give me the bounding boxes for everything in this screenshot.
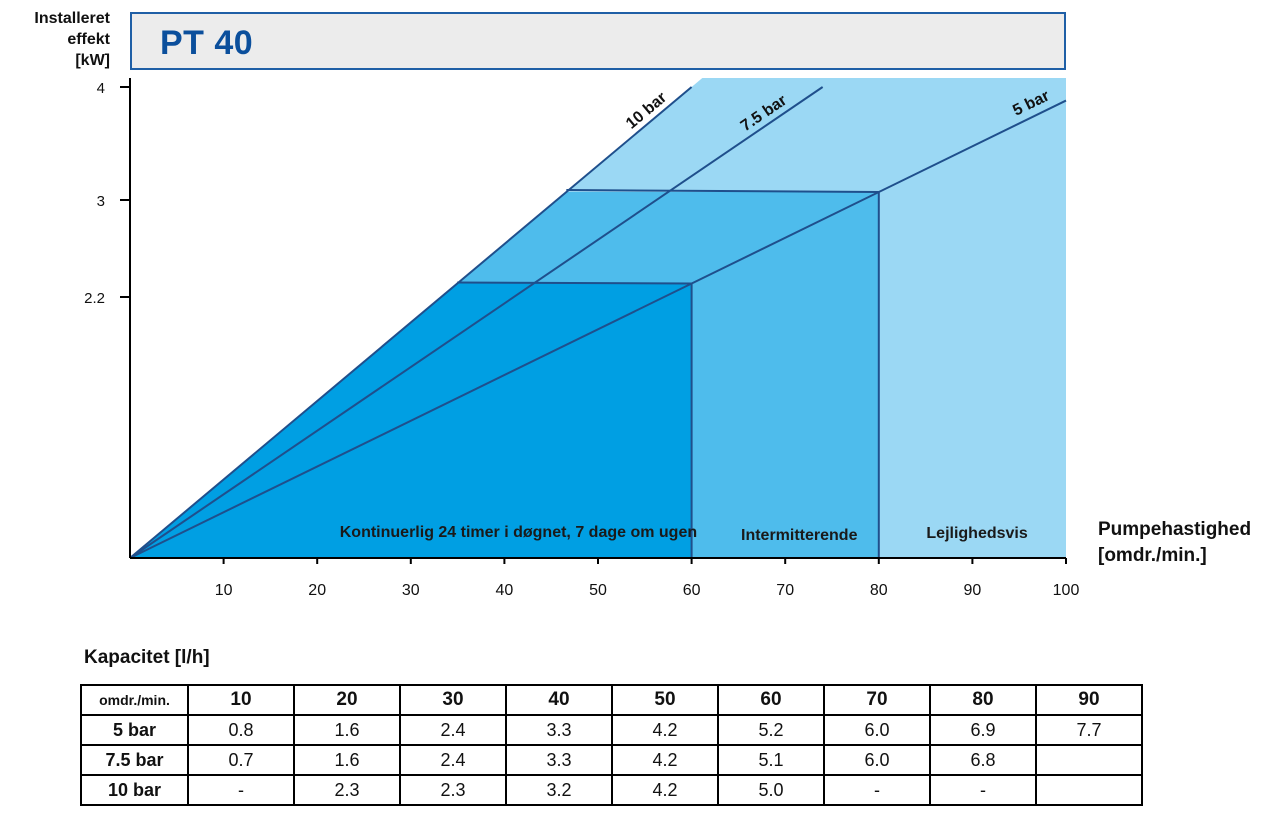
table-cell: 6.0 [823, 744, 931, 776]
table-cell: 2.3 [399, 774, 507, 806]
region-label-intermittent: Intermitterende [741, 527, 858, 544]
intermittent-top-edge [566, 189, 879, 194]
table-cell: 6.8 [929, 744, 1037, 776]
table-cell: 1.6 [293, 744, 401, 776]
y-axis-title-line-1: Installeret [34, 10, 110, 27]
table-caption: Kapacitet [l/h] [84, 647, 210, 668]
x-tick-label: 10 [215, 582, 233, 599]
chart-title: PT 40 [160, 24, 254, 62]
row-header: 10 bar [80, 774, 189, 806]
chart-title-box: PT 40 [130, 12, 1066, 70]
table-cell [1035, 774, 1143, 806]
table-row: 10 bar - 2.3 2.3 3.2 4.2 5.0 - - [80, 774, 1143, 806]
x-tick-label: 30 [402, 582, 420, 599]
column-header: 20 [293, 684, 401, 716]
column-header: 40 [505, 684, 613, 716]
row-header: 5 bar [80, 714, 189, 746]
table-cell: 4.2 [611, 714, 719, 746]
y-tick-label: 3 [97, 193, 105, 210]
table-row: 5 bar 0.8 1.6 2.4 3.3 4.2 5.2 6.0 6.9 7.… [80, 714, 1143, 746]
column-header: 80 [929, 684, 1037, 716]
table-cell: - [823, 774, 931, 806]
table-cell: 5.1 [717, 744, 825, 776]
y-axis-title-line-2: effekt [67, 31, 110, 48]
x-axis-title-line-1: Pumpehastighed [1098, 519, 1252, 540]
table-cell: 4.2 [611, 744, 719, 776]
y-axis-title-line-3: [kW] [75, 52, 110, 69]
table-cell: 7.7 [1035, 714, 1143, 746]
x-tick-label: 50 [589, 582, 607, 599]
table-header-row: omdr./min. 10 20 30 40 50 60 70 80 90 [80, 684, 1143, 716]
table-cell: 0.7 [187, 744, 295, 776]
table-cell: 3.3 [505, 744, 613, 776]
y-tick-label: 2.2 [84, 290, 105, 307]
table-cell: 0.8 [187, 714, 295, 746]
x-axis-title-line-2: [omdr./min.] [1098, 545, 1207, 566]
x-tick-label: 60 [683, 582, 701, 599]
y-axis-title: Installeret effekt [kW] [4, 8, 110, 71]
table-cell: 2.4 [399, 744, 507, 776]
column-header: 50 [611, 684, 719, 716]
series-line-10-bar [129, 86, 693, 559]
x-tick-label: 40 [496, 582, 514, 599]
x-tick-label: 100 [1053, 582, 1080, 599]
table-cell: 3.3 [505, 714, 613, 746]
table-cell: 1.6 [293, 714, 401, 746]
table-row: 7.5 bar 0.7 1.6 2.4 3.3 4.2 5.1 6.0 6.8 [80, 744, 1143, 776]
table-cell: - [187, 774, 295, 806]
table-cell: 2.4 [399, 714, 507, 746]
x-tick-label: 80 [870, 582, 888, 599]
x-axis-title: Pumpehastighed [omdr./min.] [1098, 517, 1251, 569]
table-cell: 4.2 [611, 774, 719, 806]
x-tick-label: 70 [776, 582, 794, 599]
series-line-7-5-bar [129, 86, 824, 559]
table-cell: 5.0 [717, 774, 825, 806]
series-line-5-bar [129, 99, 1067, 559]
continuous-top-edge [457, 281, 692, 285]
region-label-continuous: Kontinuerlig 24 timer i døgnet, 7 dage o… [340, 524, 697, 541]
table-corner-cell: omdr./min. [80, 684, 189, 716]
table-cell: 6.9 [929, 714, 1037, 746]
table-cell: 2.3 [293, 774, 401, 806]
x-tick-label: 90 [964, 582, 982, 599]
table-cell [1035, 744, 1143, 776]
table-cell: - [929, 774, 1037, 806]
column-header: 10 [187, 684, 295, 716]
column-header: 30 [399, 684, 507, 716]
column-header: 70 [823, 684, 931, 716]
column-header: 60 [717, 684, 825, 716]
table-cell: 6.0 [823, 714, 931, 746]
row-header: 7.5 bar [80, 744, 189, 776]
y-tick-label: 4 [97, 80, 105, 97]
column-header: 90 [1035, 684, 1143, 716]
table-cell: 5.2 [717, 714, 825, 746]
capacity-table: omdr./min. 10 20 30 40 50 60 70 80 90 5 … [80, 684, 1143, 806]
region-label-occasional: Lejlighedsvis [926, 525, 1027, 542]
x-tick-label: 20 [308, 582, 326, 599]
table-cell: 3.2 [505, 774, 613, 806]
